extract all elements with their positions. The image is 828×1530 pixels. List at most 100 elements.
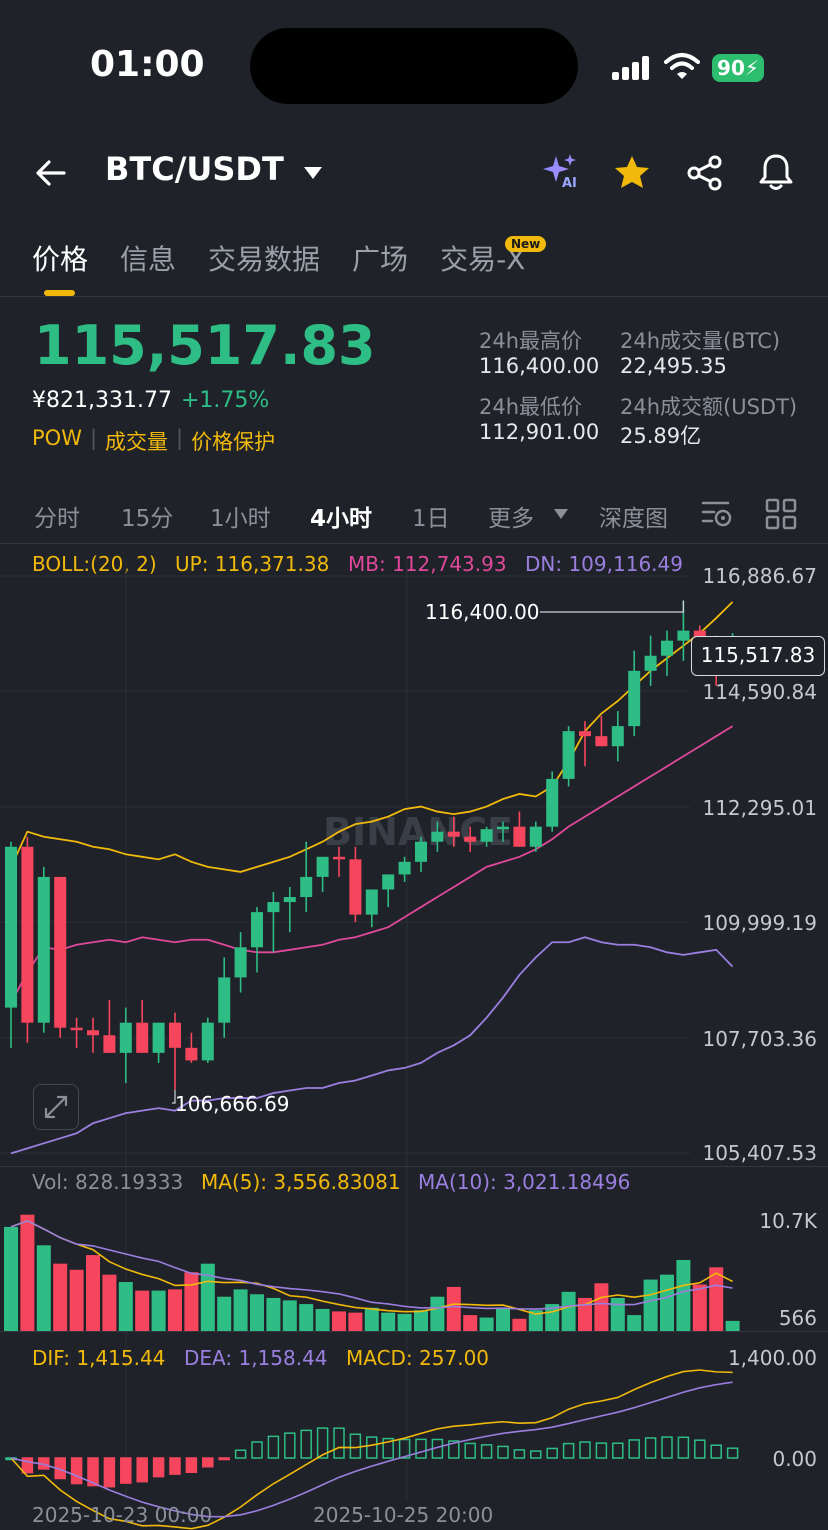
tab-square[interactable]: 广场 <box>352 243 409 276</box>
battery-level: 90 <box>717 56 745 80</box>
tf-depth[interactable]: 深度图 <box>599 506 668 532</box>
volume-bar <box>446 1286 461 1331</box>
volume-bar <box>118 1282 133 1331</box>
volume-bar <box>282 1300 297 1331</box>
candle-body <box>119 1022 132 1053</box>
tab-info[interactable]: 信息 <box>120 243 177 276</box>
volume-bar <box>102 1274 117 1331</box>
candle-body <box>398 861 411 875</box>
macd-histogram-bar <box>595 1442 608 1459</box>
status-time: 01:00 <box>90 44 205 85</box>
candle-body <box>54 876 67 1028</box>
macd-histogram-bar <box>251 1441 263 1459</box>
high-leader-line <box>540 600 685 613</box>
boll-mb-line <box>10 725 734 1004</box>
volume-bar <box>725 1320 740 1331</box>
tf-timeline[interactable]: 分时 <box>34 506 80 532</box>
indicator-settings-icon[interactable] <box>700 498 734 530</box>
favorite-star-icon[interactable] <box>613 154 651 192</box>
tf-4h[interactable]: 4小时 <box>310 506 373 532</box>
macd-divider <box>0 1331 828 1332</box>
dynamic-island <box>250 28 578 104</box>
boll-dn-line <box>10 936 734 1155</box>
tag-volume[interactable]: 成交量 <box>105 430 169 454</box>
volume-bar <box>430 1296 445 1331</box>
volume-bar <box>217 1296 232 1331</box>
macd-axis-zero: 0.00 <box>772 1447 817 1471</box>
macd-histogram-bar <box>546 1447 558 1459</box>
macd-histogram-bar <box>234 1449 247 1459</box>
candle-body <box>152 1022 165 1053</box>
macd-macd: MACD: 257.00 <box>346 1346 490 1370</box>
low-value: 112,901.00 <box>479 420 600 444</box>
macd-histogram-bar <box>513 1449 526 1459</box>
tf-1h[interactable]: 1小时 <box>210 506 271 532</box>
tf-15m[interactable]: 15分 <box>121 506 174 532</box>
back-arrow-icon[interactable] <box>34 156 68 190</box>
kline-chart[interactable]: BINANCE <box>0 560 828 1530</box>
layout-grid-icon[interactable] <box>765 498 797 530</box>
detail-tabs: 价格 信息 交易数据 广场 交易-X <box>32 238 525 278</box>
vol-ma10-line <box>10 1219 733 1310</box>
volume-bar <box>250 1294 264 1331</box>
wifi-icon <box>664 53 700 79</box>
volume-bar <box>53 1263 68 1331</box>
candle-body <box>103 1035 116 1053</box>
ai-sparkle-icon[interactable] <box>540 152 586 194</box>
macd-histogram-bar <box>644 1437 657 1459</box>
volume-bar <box>20 1214 35 1331</box>
turnover-value: 25.89亿 <box>620 424 702 448</box>
volume-bar <box>299 1304 314 1331</box>
volume-bar <box>643 1279 658 1331</box>
share-icon[interactable] <box>686 154 724 192</box>
tf-more[interactable]: 更多 <box>488 506 534 532</box>
turnover-label: 24h成交额(USDT) <box>620 395 798 419</box>
vol-ma5: MA(5): 3,556.83081 <box>201 1170 401 1194</box>
candle-body <box>431 831 444 842</box>
candle-body <box>5 846 17 1008</box>
more-dropdown-icon[interactable] <box>553 508 569 520</box>
volume-bar <box>709 1267 724 1331</box>
macd-histogram-bar <box>628 1439 640 1459</box>
macd-histogram-bar <box>87 1457 99 1487</box>
volume-bar <box>200 1263 215 1331</box>
fullscreen-button[interactable] <box>33 1084 79 1130</box>
macd-histogram-bar <box>169 1457 181 1475</box>
tab-trading-data[interactable]: 交易数据 <box>208 243 321 276</box>
tag-price-protection[interactable]: 价格保护 <box>191 430 276 454</box>
high-value: 116,400.00 <box>479 354 600 378</box>
candle-body <box>267 902 280 913</box>
tag-pow[interactable]: POW <box>32 426 82 450</box>
price-axis-label-2: 114,590.84 <box>702 680 817 704</box>
volume-bar <box>233 1289 248 1331</box>
vol-axis-top: 10.7K <box>759 1209 817 1233</box>
high-label: 24h最高价 <box>479 329 583 353</box>
pair-dropdown-icon[interactable] <box>302 165 324 181</box>
macd-histogram-bar <box>480 1444 493 1459</box>
volume-bar <box>528 1310 543 1331</box>
trading-pair-title[interactable]: BTC/USDT <box>105 150 284 188</box>
candle-body <box>661 640 673 656</box>
low-label: 24h最低价 <box>479 395 583 419</box>
volume-bar <box>512 1318 527 1331</box>
candle-body <box>87 1030 99 1036</box>
notification-bell-icon[interactable] <box>757 152 795 192</box>
volume-bar <box>676 1259 691 1331</box>
macd-histogram-bar <box>136 1457 148 1483</box>
tab-price[interactable]: 价格 <box>32 243 89 276</box>
macd-dif-line <box>10 1369 733 1530</box>
high-marker-label: 116,400.00 <box>425 600 540 624</box>
volume-bar <box>86 1255 100 1331</box>
low-leader-line <box>172 1089 176 1104</box>
volume-bar <box>610 1297 625 1331</box>
macd-histogram-bar <box>366 1436 378 1459</box>
tf-1d[interactable]: 1日 <box>412 506 450 532</box>
candle-body <box>595 736 608 747</box>
macd-histogram-bar <box>710 1444 722 1459</box>
candle-body <box>579 731 591 737</box>
macd-histogram-bar <box>152 1457 165 1478</box>
boll-up-line <box>10 601 734 873</box>
macd-histogram-bar <box>120 1457 132 1484</box>
token-tags: POW | 成交量 | 价格保护 <box>32 426 276 454</box>
volume-bar <box>594 1283 609 1331</box>
